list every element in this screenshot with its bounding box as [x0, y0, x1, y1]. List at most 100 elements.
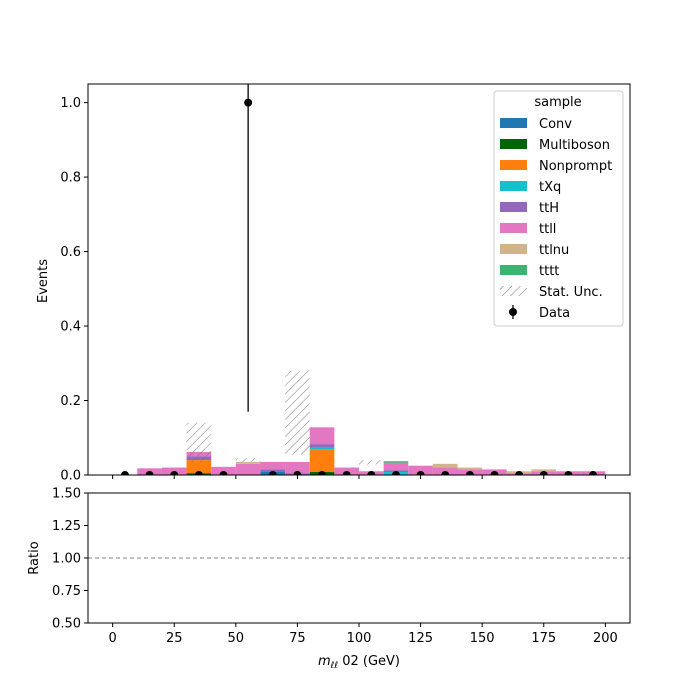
legend-label-multiboson: Multiboson — [539, 138, 610, 153]
bar-tttt-11 — [383, 461, 409, 463]
bar-ttll-4 — [211, 466, 236, 475]
bar-txq-8 — [309, 447, 335, 450]
main-panel: 0.0 0.2 0.4 0.6 0.8 1.0 Events sample Conv Mul… — [36, 83, 631, 484]
legend-swatch-ttlnu — [500, 244, 527, 254]
legend-entries: Conv Multiboson Nonprompt tXq ttH ttll ttlnu tt… — [500, 117, 612, 321]
ratio-x-tick-label-2: 50 — [228, 631, 245, 646]
bar-ttll-8 — [309, 427, 335, 445]
data-point-1 — [145, 471, 154, 475]
legend-label-nonprompt: Nonprompt — [539, 159, 612, 174]
legend-title: sample — [534, 95, 581, 110]
bar-ttll-5 — [235, 463, 261, 475]
stat-unc-band-1 — [235, 458, 261, 462]
data-point-2 — [170, 471, 179, 475]
bar-tth-8 — [309, 444, 335, 448]
data-point-17 — [539, 471, 548, 475]
main-x-ticks — [112, 475, 606, 479]
stat-unc-band-3 — [359, 460, 384, 465]
data-point-8 — [318, 471, 327, 475]
ratio-y-tick-label-0: 0.50 — [52, 617, 81, 632]
legend-label-data: Data — [539, 306, 570, 321]
ratio-y-tick-label-4: 1.50 — [52, 487, 81, 502]
stat-unc-band-0 — [186, 422, 212, 462]
data-points — [120, 84, 598, 475]
bar-ttlnu-17 — [531, 469, 557, 472]
ratio-y-tick-label-3: 1.25 — [52, 519, 81, 534]
data-point-15 — [490, 471, 499, 475]
legend-swatch-data — [509, 308, 517, 316]
bar-ttll-6 — [260, 461, 286, 470]
legend-label-ttll: ttll — [539, 222, 556, 237]
x-axis-label-tail: 02 (GeV) — [338, 654, 400, 669]
main-y-tick-label-3: 0.6 — [60, 245, 81, 260]
ratio-x-tick-label-8: 200 — [593, 631, 618, 646]
legend-swatch-multiboson — [500, 139, 527, 149]
main-y-tick-label-4: 0.8 — [60, 171, 81, 186]
ratio-x-tick-label-5: 125 — [408, 631, 433, 646]
legend-label-tttt: tttt — [539, 264, 559, 279]
ratio-x-tick-label-6: 150 — [470, 631, 495, 646]
main-y-tick-label-5: 1.0 — [60, 96, 81, 111]
ratio-y-tick-label-2: 1.00 — [52, 552, 81, 567]
ratio-panel: 0.50 0.75 1.00 1.25 1.50 0 25 50 75 100 125 150 175… — [27, 487, 631, 671]
bar-nonprompt-3 — [186, 460, 212, 474]
main-y-tick-label-1: 0.2 — [60, 394, 81, 409]
bar-nonprompt-8 — [309, 449, 335, 473]
ratio-x-tick-label-7: 175 — [531, 631, 556, 646]
data-point-5 — [244, 98, 253, 107]
legend-label-stat-unc-: Stat. Unc. — [539, 285, 603, 300]
data-point-11 — [391, 471, 400, 475]
data-point-7 — [293, 471, 302, 475]
main-y-tick-label-0: 0.0 — [60, 469, 81, 484]
ratio-x-tick-label-4: 100 — [347, 631, 372, 646]
data-point-13 — [441, 471, 450, 475]
data-point-6 — [268, 471, 277, 475]
ratio-y-ticks: 0.50 0.75 1.00 1.25 1.50 — [52, 487, 88, 632]
data-point-0 — [120, 471, 129, 475]
legend-swatch-stat-unc — [500, 286, 527, 296]
data-point-12 — [416, 471, 425, 475]
x-axis-label-sub: ℓℓ — [330, 661, 338, 671]
bar-tth-6 — [260, 469, 286, 472]
legend-swatch-txq — [500, 181, 527, 191]
legend-label-tth: ttH — [539, 201, 559, 216]
data-point-10 — [367, 471, 376, 475]
main-y-ticks: 0.0 0.2 0.4 0.6 0.8 1.0 — [60, 96, 88, 484]
legend-swatch-nonprompt — [500, 160, 527, 170]
ratio-y-tick-label-1: 0.75 — [52, 584, 81, 599]
stat-unc-bands — [186, 370, 384, 465]
data-point-9 — [342, 471, 351, 475]
data-point-4 — [219, 471, 228, 475]
data-point-19 — [589, 471, 598, 475]
legend-swatch-tttt — [500, 265, 527, 275]
legend-swatch-ttll — [500, 223, 527, 233]
legend-label-txq: tXq — [539, 180, 561, 195]
x-axis-label: mℓℓ 02 (GeV) — [318, 654, 400, 671]
bar-ttll-12 — [408, 465, 433, 475]
data-point-18 — [564, 471, 573, 475]
bar-ttll-7 — [285, 461, 310, 474]
data-point-14 — [465, 471, 474, 475]
ratio-x-tick-label-1: 25 — [166, 631, 183, 646]
data-point-16 — [515, 471, 524, 475]
bar-ttlnu-14 — [457, 467, 483, 470]
main-y-axis-label: Events — [36, 259, 51, 303]
legend-swatch-tth — [500, 202, 527, 212]
legend-label-conv: Conv — [539, 117, 572, 132]
stat-unc-band-2 — [285, 370, 310, 455]
bar-ttll-11 — [383, 462, 409, 471]
ratio-panel-background — [88, 493, 630, 623]
legend: sample Conv Multiboson Nonprompt tXq ttH ttll… — [493, 90, 624, 327]
ratio-x-ticks: 0 25 50 75 100 125 150 175 200 — [108, 623, 618, 646]
legend-swatch-conv — [500, 118, 527, 128]
ratio-x-tick-label-3: 75 — [289, 631, 306, 646]
main-y-tick-label-2: 0.4 — [60, 320, 81, 335]
data-point-3 — [194, 471, 203, 475]
bar-ttlnu-13 — [432, 463, 458, 468]
bar-ttlnu-5 — [235, 461, 261, 464]
legend-label-ttlnu: ttlnu — [539, 243, 569, 258]
ratio-x-tick-label-0: 0 — [108, 631, 116, 646]
ratio-y-axis-label: Ratio — [27, 541, 42, 574]
x-axis-label-main: m — [318, 654, 331, 669]
